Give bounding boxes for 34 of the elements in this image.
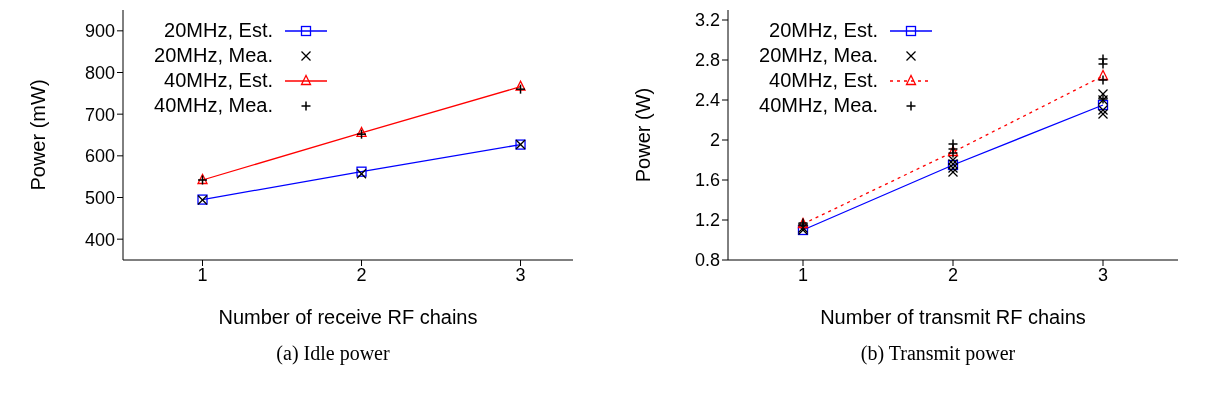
y-tick-label: 2 bbox=[709, 130, 720, 151]
x-tick-label: 3 bbox=[1097, 264, 1109, 285]
y-tick-label: 400 bbox=[84, 229, 115, 250]
y-tick-label: 600 bbox=[84, 146, 115, 167]
legend-label: 40MHz, Est. bbox=[163, 68, 273, 93]
y-tick-label: 3.2 bbox=[694, 10, 720, 31]
y-tick-label: 800 bbox=[84, 62, 115, 83]
y-tick-label: 700 bbox=[84, 104, 115, 125]
text: (a) Idle power bbox=[275, 342, 391, 365]
legend-label: 20MHz, Est. bbox=[163, 18, 273, 43]
y-tick-label: 0.8 bbox=[694, 250, 720, 271]
legend-label: 20MHz, Est. bbox=[768, 18, 878, 43]
point bbox=[515, 80, 526, 91]
x-axis-title: Number of receive RF chains bbox=[218, 306, 478, 328]
legend-label: 40MHz, Mea. bbox=[758, 93, 878, 118]
x-tick-label: 1 bbox=[197, 264, 208, 285]
legend-label: 20MHz, Mea. bbox=[153, 43, 273, 68]
y-axis-title: Power (W) bbox=[632, 87, 655, 183]
x-tick-label: 1 bbox=[797, 264, 809, 285]
y-tick-label: 1.2 bbox=[694, 210, 720, 231]
y-tick-label: 2.4 bbox=[694, 90, 720, 111]
legend-label: 40MHz, Est. bbox=[768, 68, 878, 93]
x-tick-label: 3 bbox=[515, 264, 526, 285]
y-tick-label: 1.6 bbox=[694, 170, 720, 191]
y-axis-title: Power (mW) bbox=[27, 79, 50, 191]
x-tick-label: 2 bbox=[356, 264, 367, 285]
x-tick-label: 2 bbox=[947, 264, 959, 285]
legend-label: 20MHz, Mea. bbox=[758, 43, 878, 68]
y-tick-label: 2.8 bbox=[694, 50, 720, 71]
y-tick-label: 900 bbox=[84, 21, 115, 42]
x-axis-title: Number of transmit RF chains bbox=[820, 306, 1086, 328]
text: (b) Transmit power bbox=[859, 342, 1017, 365]
legend-label: 40MHz, Mea. bbox=[153, 93, 273, 118]
y-tick-label: 500 bbox=[84, 187, 115, 208]
